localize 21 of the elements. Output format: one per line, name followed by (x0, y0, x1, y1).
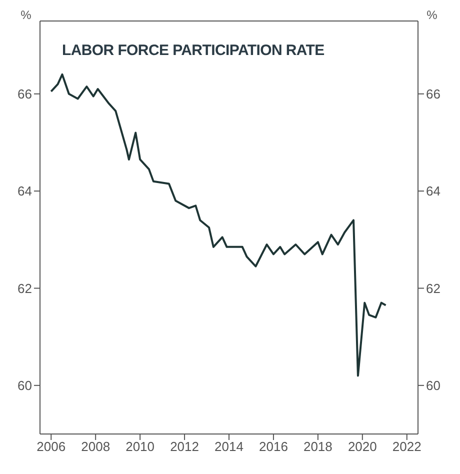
x-tick-label: 2018 (303, 439, 332, 454)
y2-tick-label: 64 (426, 184, 440, 199)
y-tick-label: 62 (18, 280, 32, 296)
y2-tick-label: 66 (426, 86, 440, 102)
x-tick-label: 2008 (81, 439, 110, 454)
x-tick-label: 2012 (170, 439, 199, 454)
y2-axis-title: % (426, 8, 438, 22)
x-tick-label: 2022 (392, 439, 422, 454)
y-tick-label: 66 (18, 86, 32, 102)
y2-tick-label: 62 (426, 280, 440, 296)
line-series (50, 73, 387, 377)
x-tick-label: 2010 (126, 439, 155, 454)
x-tick-label: 2006 (36, 439, 66, 454)
x-tick-label: 2014 (214, 439, 244, 454)
text: LABOR FORCE PARTICIPATION RATE (62, 42, 324, 59)
y-tick-label: 64 (18, 184, 32, 199)
x-tick-label: 2020 (348, 439, 377, 454)
y2-tick-label: 60 (426, 378, 440, 394)
y-tick-label: 60 (18, 378, 32, 394)
y-axis-title: % (20, 8, 32, 22)
x-tick-label: 2016 (259, 439, 288, 454)
